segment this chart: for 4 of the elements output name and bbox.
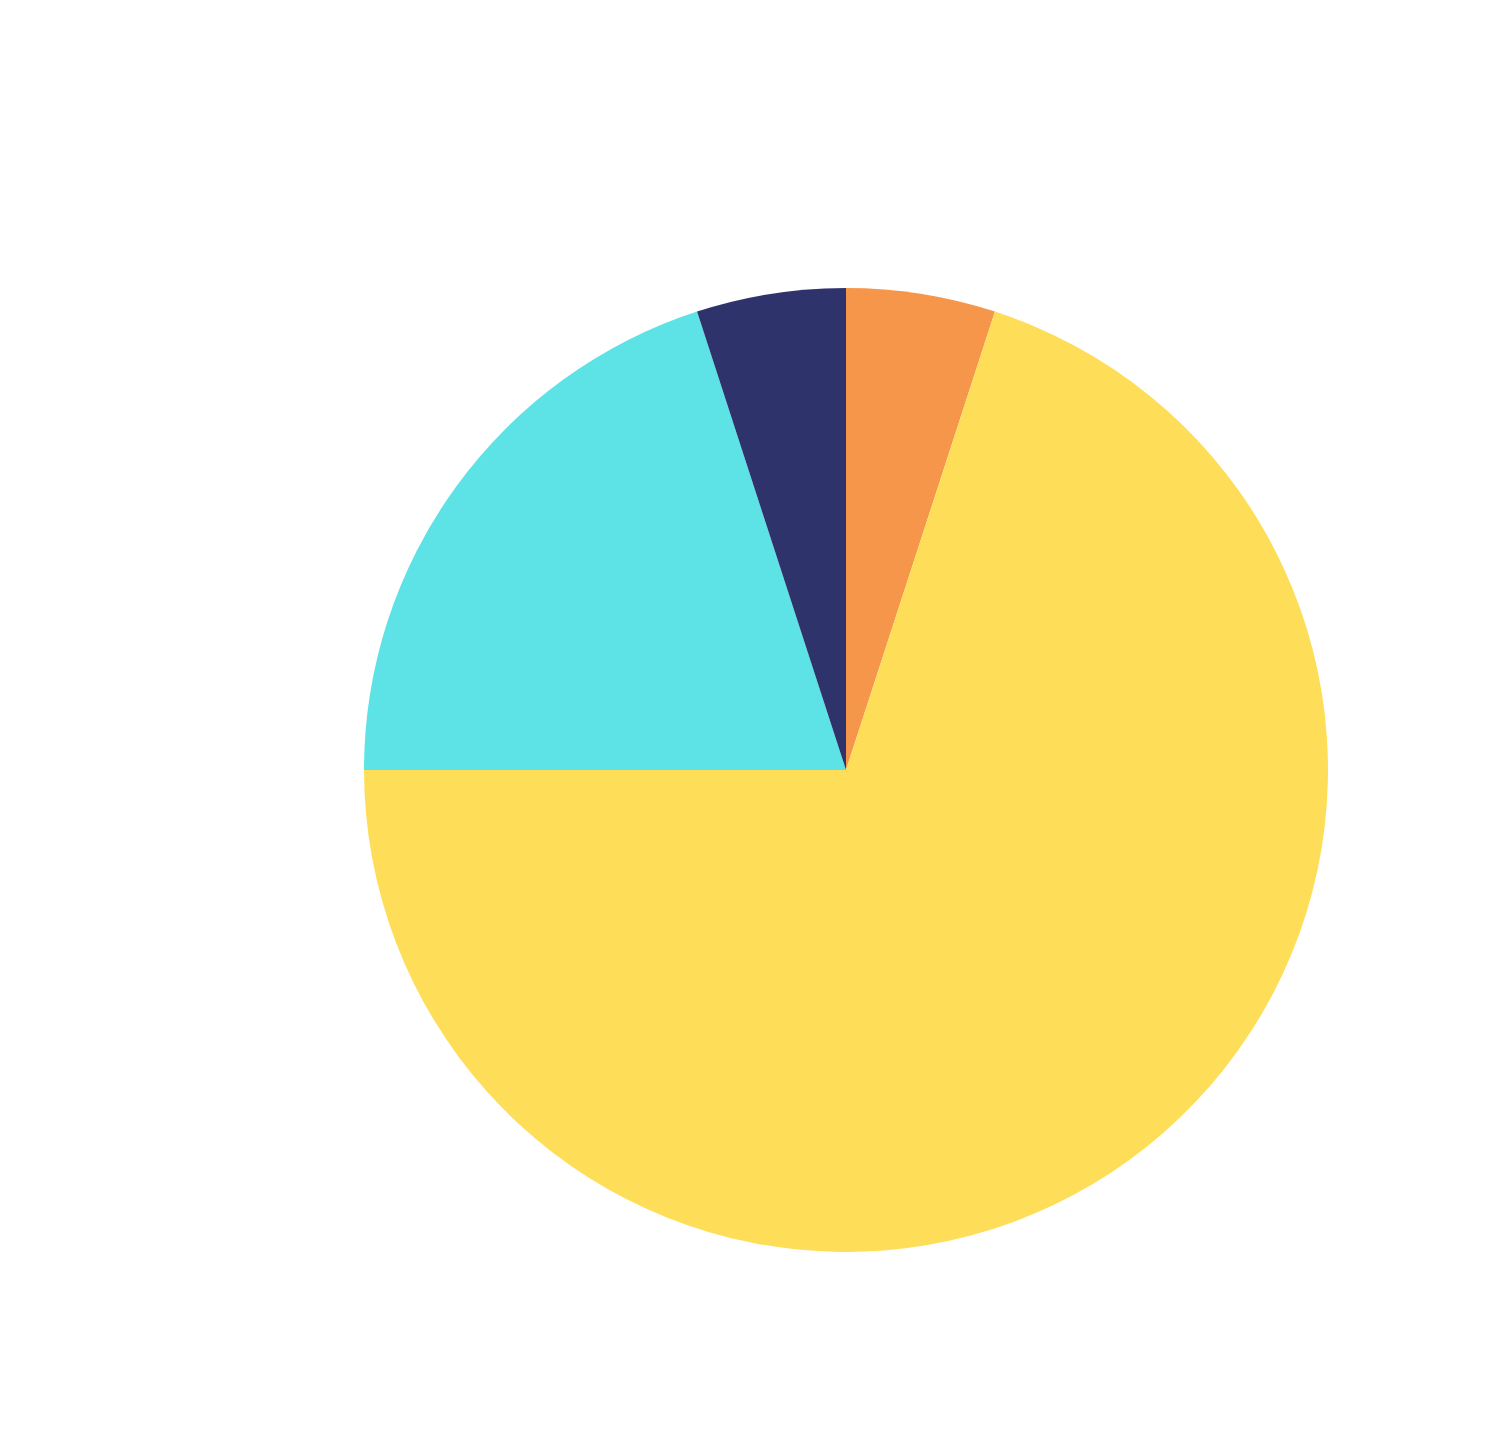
pie-slice	[364, 311, 1328, 1252]
pie-slice	[697, 288, 846, 770]
pie-slice	[364, 311, 846, 770]
pie-slice	[846, 288, 995, 770]
